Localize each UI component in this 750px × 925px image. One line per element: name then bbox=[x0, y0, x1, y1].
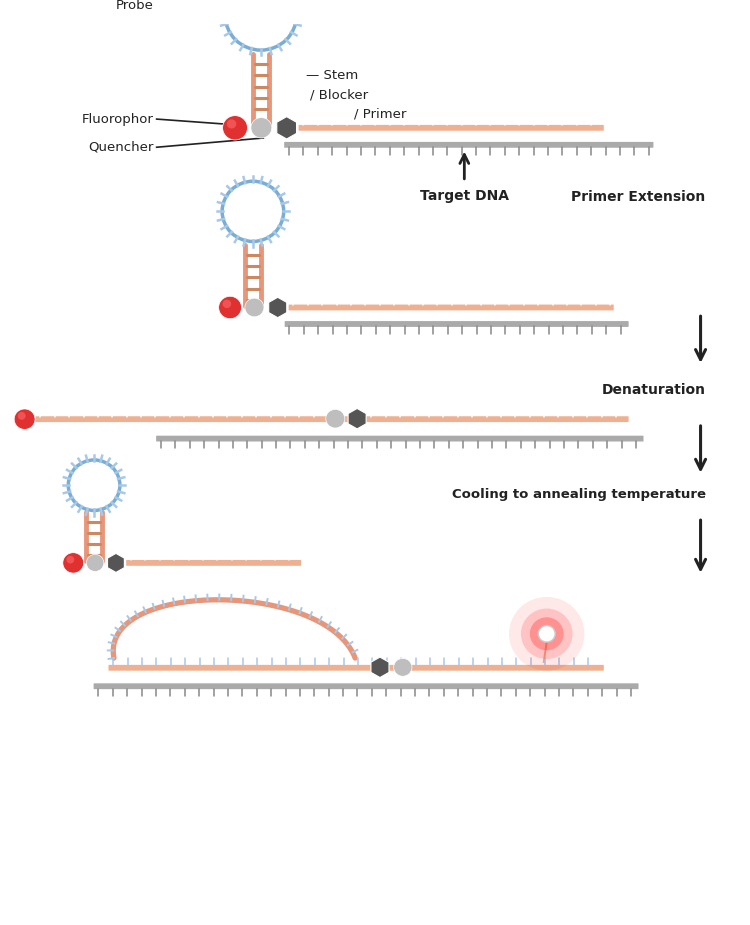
Text: Probe: Probe bbox=[116, 0, 154, 12]
Text: Primer Extension: Primer Extension bbox=[572, 190, 706, 204]
Circle shape bbox=[538, 625, 555, 642]
Circle shape bbox=[225, 0, 296, 50]
FancyBboxPatch shape bbox=[35, 416, 628, 422]
Circle shape bbox=[66, 556, 74, 563]
FancyBboxPatch shape bbox=[94, 684, 638, 689]
Circle shape bbox=[509, 597, 584, 671]
Circle shape bbox=[86, 554, 104, 572]
Circle shape bbox=[521, 609, 572, 659]
Text: Quencher: Quencher bbox=[88, 141, 154, 154]
FancyBboxPatch shape bbox=[126, 560, 301, 566]
Circle shape bbox=[223, 116, 248, 140]
Circle shape bbox=[219, 296, 242, 318]
Circle shape bbox=[14, 409, 35, 429]
Polygon shape bbox=[371, 657, 389, 677]
FancyBboxPatch shape bbox=[289, 304, 614, 311]
Polygon shape bbox=[268, 297, 286, 317]
Text: Fluorophor: Fluorophor bbox=[82, 113, 154, 126]
Text: / Blocker: / Blocker bbox=[310, 88, 368, 102]
Text: / Primer: / Primer bbox=[354, 107, 407, 121]
FancyBboxPatch shape bbox=[284, 142, 653, 148]
Circle shape bbox=[394, 659, 412, 676]
Circle shape bbox=[244, 298, 264, 316]
FancyBboxPatch shape bbox=[298, 125, 604, 130]
Polygon shape bbox=[348, 409, 366, 429]
Circle shape bbox=[68, 460, 120, 511]
Circle shape bbox=[226, 119, 236, 129]
Circle shape bbox=[251, 117, 272, 138]
Polygon shape bbox=[277, 117, 296, 139]
Circle shape bbox=[222, 181, 284, 241]
Circle shape bbox=[63, 553, 84, 574]
Text: — Stem: — Stem bbox=[305, 68, 358, 82]
FancyBboxPatch shape bbox=[285, 321, 628, 327]
Circle shape bbox=[18, 412, 26, 420]
Text: Denaturation: Denaturation bbox=[602, 383, 706, 397]
Text: Target DNA: Target DNA bbox=[420, 190, 509, 204]
Text: Cooling to annealing temperature: Cooling to annealing temperature bbox=[452, 488, 706, 501]
FancyBboxPatch shape bbox=[109, 665, 604, 671]
FancyBboxPatch shape bbox=[156, 436, 644, 441]
Circle shape bbox=[326, 410, 345, 428]
Circle shape bbox=[530, 617, 563, 650]
Polygon shape bbox=[107, 553, 124, 573]
Circle shape bbox=[223, 300, 231, 308]
